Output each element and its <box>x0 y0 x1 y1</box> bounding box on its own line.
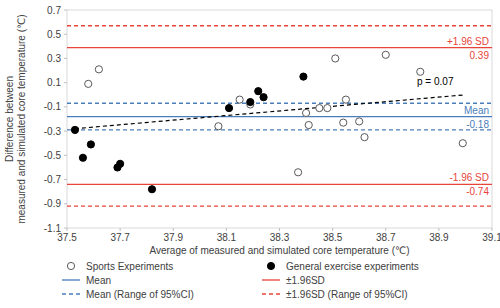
reference-line <box>67 129 492 130</box>
point <box>294 169 301 176</box>
y-axis-title: measured and simulated core temperature … <box>16 14 27 223</box>
legend-key <box>262 279 280 280</box>
y-tick <box>64 106 67 107</box>
y-tick-label: -0.9 <box>44 198 62 209</box>
legend-label: ±1.96SD (Range of 95%CI) <box>286 289 408 300</box>
point <box>71 126 78 133</box>
point <box>382 51 389 58</box>
point <box>302 109 309 116</box>
point <box>340 119 347 126</box>
reference-line <box>67 25 492 26</box>
legend-label: General exercise experiments <box>286 261 419 272</box>
legend-key <box>262 293 280 294</box>
x-tick <box>226 228 227 231</box>
y-tick <box>64 58 67 59</box>
point <box>79 154 86 161</box>
point <box>324 105 331 112</box>
line-value-label: -0.74 <box>466 186 489 197</box>
point <box>332 55 339 62</box>
point <box>356 118 363 125</box>
line-value-label: 0.39 <box>470 50 490 61</box>
point <box>225 105 232 112</box>
x-tick-label: 38.5 <box>323 232 343 243</box>
x-tick-label: 37.5 <box>57 232 77 243</box>
point <box>417 68 424 75</box>
legend-label: Mean (Range of 95%CI) <box>86 289 194 300</box>
line-label: +1.96 SD <box>447 36 489 47</box>
labels: Mean -0.18 +1.96 SD 0.39 -1.96 SD -0.74 p = 0.… <box>417 36 489 198</box>
line-value-label: -0.18 <box>466 119 489 130</box>
annotation: p = 0.07 <box>417 76 454 87</box>
point <box>247 98 254 105</box>
y-tick-label: -0.3 <box>44 126 62 137</box>
plot-area <box>67 26 492 206</box>
legend-key <box>62 293 80 294</box>
legend-label: ±1.96SD <box>286 275 325 286</box>
x-tick <box>67 228 68 231</box>
x-tick-label: 38.7 <box>376 232 396 243</box>
point <box>316 105 323 112</box>
point <box>255 88 262 95</box>
point <box>361 134 368 141</box>
x-tick-label: 37.9 <box>164 232 184 243</box>
x-tick <box>492 228 493 231</box>
point <box>215 123 222 130</box>
legend-key <box>67 262 74 269</box>
y-axis-title: Difference between <box>4 76 15 162</box>
reference-line <box>67 116 492 117</box>
y-tick <box>64 10 67 11</box>
point <box>87 141 94 148</box>
x-tick-label: 38.1 <box>217 232 237 243</box>
x-tick <box>120 228 121 231</box>
point <box>459 140 466 147</box>
plot-frame <box>67 10 492 228</box>
point <box>236 96 243 103</box>
y-tick-label: -0.5 <box>44 150 62 161</box>
point <box>260 94 267 101</box>
y-tick <box>64 34 67 35</box>
x-tick <box>173 228 174 231</box>
point <box>85 80 92 87</box>
y-tick <box>64 203 67 204</box>
x-tick <box>385 228 386 231</box>
y-tick <box>64 82 67 83</box>
reference-line <box>67 184 492 185</box>
line-label: Mean <box>464 105 489 116</box>
y-tick-label: 0.1 <box>47 77 61 88</box>
legend-label: Mean <box>86 275 111 286</box>
y-tick <box>64 131 67 132</box>
y-tick <box>64 179 67 180</box>
x-tick <box>438 228 439 231</box>
legend-label: Sports Experiments <box>86 261 173 272</box>
point <box>95 66 102 73</box>
x-tick <box>332 228 333 231</box>
reference-line <box>67 206 492 207</box>
x-tick-label: 37.7 <box>110 232 130 243</box>
point <box>300 73 307 80</box>
trend-line <box>75 95 465 129</box>
legend: Sports Experiments General exercise exper… <box>62 261 419 300</box>
legend-key <box>267 262 274 269</box>
point <box>305 121 312 128</box>
x-tick-label: 39.1 <box>482 232 500 243</box>
point <box>342 96 349 103</box>
x-tick <box>279 228 280 231</box>
chart: -1.1-0.9-0.7-0.5-0.3-0.10.10.30.50.737.5… <box>0 0 500 308</box>
legend-key <box>62 279 80 280</box>
reference-line <box>67 103 492 104</box>
point <box>148 186 155 193</box>
y-tick-label: 0.3 <box>47 53 61 64</box>
y-tick-label: 0.5 <box>47 29 61 40</box>
y-tick-label: -0.1 <box>44 101 62 112</box>
y-tick-label: -0.7 <box>44 174 62 185</box>
line-label: -1.96 SD <box>450 172 489 183</box>
x-tick-label: 38.9 <box>429 232 449 243</box>
x-tick-label: 38.3 <box>270 232 290 243</box>
reference-line <box>67 47 492 48</box>
y-tick-label: 0.7 <box>47 5 61 16</box>
x-axis-title: Average of measured and simulated core t… <box>149 245 409 256</box>
point <box>117 160 124 167</box>
y-tick <box>64 155 67 156</box>
